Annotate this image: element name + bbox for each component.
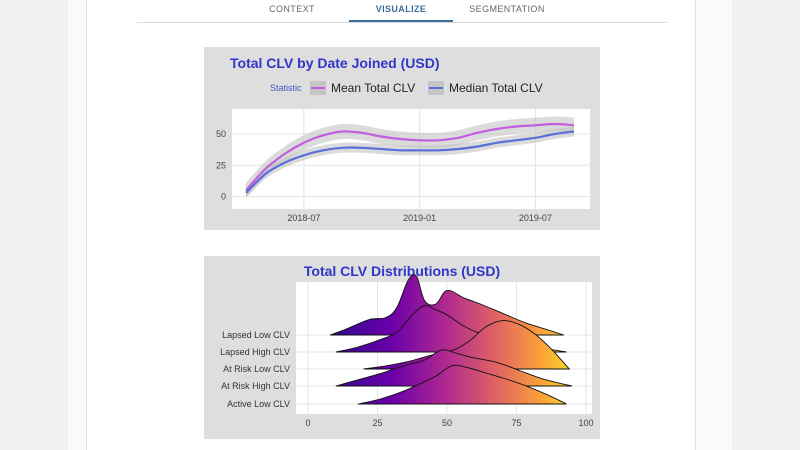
- legend-median-label: Median Total CLV: [449, 81, 543, 95]
- tab-segmentation[interactable]: SEGMENTATION: [469, 4, 545, 14]
- legend-mean: Mean Total CLV: [310, 81, 415, 95]
- category-label: At Risk High CLV: [221, 381, 290, 391]
- line-chart-panel: Total CLV by Date Joined (USD) Statistic…: [204, 47, 600, 230]
- ridgeline-plot-area: 0 25 50 75 100 Lapsed Low CLV Lapsed High CLV A…: [220, 274, 594, 428]
- category-label: Lapsed Low CLV: [222, 330, 290, 340]
- x-tick-label: 2019-07: [519, 213, 552, 223]
- legend-mean-label: Mean Total CLV: [331, 81, 415, 95]
- median-series-line: [245, 130, 575, 194]
- legend-title: Statistic: [270, 83, 302, 93]
- x-tick-label: 0: [305, 418, 310, 428]
- density-ridge: [363, 320, 571, 370]
- line-chart: Total CLV by Date Joined (USD) Statistic…: [216, 55, 590, 223]
- ridgeline-chart-title: Total CLV Distributions (USD): [304, 263, 500, 279]
- tab-context[interactable]: CONTEXT: [269, 4, 315, 14]
- tab-bar: CONTEXT VISUALIZE SEGMENTATION: [137, 0, 667, 23]
- mean-series-line: [245, 122, 575, 192]
- legend-median: Median Total CLV: [428, 81, 543, 95]
- y-tick-label: 0: [221, 192, 226, 202]
- confidence-band: [246, 116, 574, 198]
- ridgeline-chart: Total CLV Distributions (USD) 0 25 50 75 100…: [220, 263, 594, 428]
- line-chart-title: Total CLV by Date Joined (USD): [230, 55, 440, 71]
- category-label: At Risk Low CLV: [223, 364, 290, 374]
- x-tick-label: 75: [511, 418, 521, 428]
- line-plot-area: 0 25 50 2018-07 2019-01 2019-07: [216, 109, 590, 223]
- tab-visualize[interactable]: VISUALIZE: [349, 0, 453, 22]
- x-tick-label: 50: [442, 418, 452, 428]
- y-tick-label: 50: [216, 129, 226, 139]
- ridgeline-chart-panel: Total CLV Distributions (USD) 0 25 50 75 100…: [204, 256, 600, 439]
- category-label: Active Low CLV: [227, 399, 290, 409]
- density-ridge: [330, 274, 564, 336]
- x-tick-label: 100: [578, 418, 593, 428]
- x-tick-label: 2018-07: [287, 213, 320, 223]
- density-ridge: [357, 364, 567, 405]
- x-tick-label: 2019-01: [403, 213, 436, 223]
- category-label: Lapsed High CLV: [220, 347, 290, 357]
- y-tick-label: 25: [216, 160, 226, 170]
- x-tick-label: 25: [372, 418, 382, 428]
